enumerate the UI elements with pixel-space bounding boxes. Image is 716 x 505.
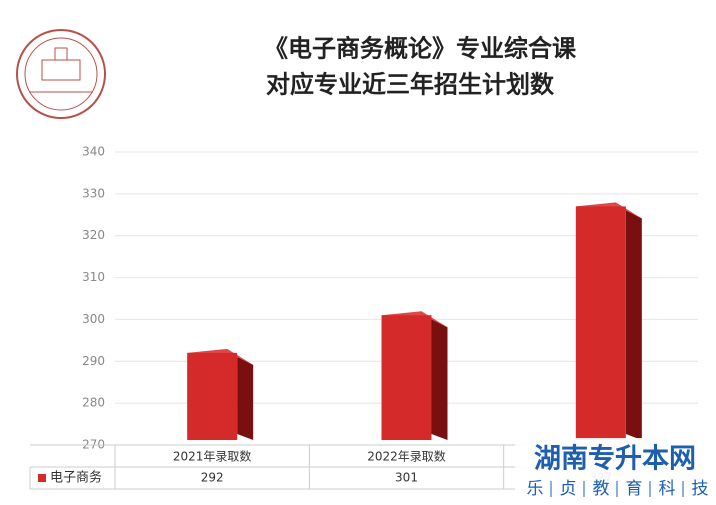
- legend-label: 电子商务: [50, 470, 102, 486]
- y-tick-label: 320: [82, 228, 105, 242]
- table-value: 301: [395, 471, 418, 485]
- y-tick-label: 330: [82, 186, 105, 200]
- bar: [381, 315, 432, 440]
- watermark-char: 科: [659, 479, 676, 499]
- x-tick-label: 2021年录取数: [173, 449, 252, 464]
- y-tick-label: 290: [82, 354, 105, 368]
- bar: [187, 352, 238, 440]
- y-tick-label: 280: [82, 396, 105, 410]
- watermark-char: 技: [692, 479, 709, 499]
- y-tick-label: 340: [82, 145, 105, 159]
- watermark-char: 贞: [560, 479, 577, 499]
- legend-swatch: [38, 474, 46, 482]
- bar-side: [625, 210, 642, 440]
- y-tick-label: 310: [82, 270, 105, 284]
- bar: [575, 206, 626, 440]
- x-tick-label: 2022年录取数: [367, 449, 446, 464]
- y-tick-label: 300: [82, 312, 105, 326]
- chart-title: 《电子商务概论》专业综合课: [264, 34, 577, 63]
- table-value: 292: [201, 471, 224, 485]
- watermark-char: 教: [593, 479, 610, 499]
- logo: [16, 29, 106, 119]
- watermark-char: 育: [626, 479, 643, 499]
- bar-side: [431, 319, 448, 440]
- watermark-title: 湖南专升本网: [534, 444, 696, 475]
- watermark-char: 乐: [527, 479, 544, 499]
- bar-side: [237, 356, 254, 440]
- chart-title: 对应专业近三年招生计划数: [266, 70, 555, 99]
